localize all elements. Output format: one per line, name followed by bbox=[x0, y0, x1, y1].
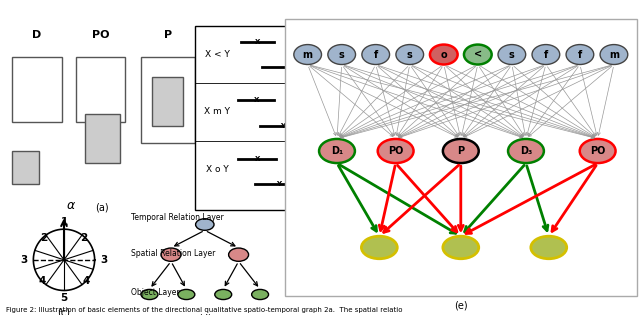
Text: X: X bbox=[417, 179, 422, 185]
Text: Temporal Relation Layer: Temporal Relation Layer bbox=[131, 213, 224, 222]
Text: 2: 2 bbox=[40, 233, 48, 243]
Text: (b): (b) bbox=[368, 229, 382, 239]
Text: X = Y: X = Y bbox=[343, 187, 368, 196]
Text: D: D bbox=[33, 30, 42, 40]
Text: m: m bbox=[303, 49, 313, 60]
Text: $\alpha$: $\alpha$ bbox=[67, 199, 77, 212]
Text: Spatial Relation Layer: Spatial Relation Layer bbox=[131, 249, 216, 258]
Text: Y: Y bbox=[415, 152, 420, 158]
Ellipse shape bbox=[228, 248, 248, 261]
Ellipse shape bbox=[215, 289, 232, 300]
Text: s: s bbox=[339, 49, 344, 60]
Text: f: f bbox=[578, 49, 582, 60]
Text: D₁: D₁ bbox=[331, 146, 343, 156]
Ellipse shape bbox=[532, 44, 560, 65]
Text: X: X bbox=[253, 97, 259, 103]
Text: (d): (d) bbox=[198, 314, 212, 315]
Bar bbox=[152, 77, 183, 126]
Text: PO: PO bbox=[388, 146, 403, 156]
Bar bbox=[12, 57, 62, 122]
Text: Y: Y bbox=[276, 180, 281, 187]
Ellipse shape bbox=[178, 289, 195, 300]
Ellipse shape bbox=[600, 44, 628, 65]
Ellipse shape bbox=[196, 219, 214, 230]
Text: f: f bbox=[374, 49, 378, 60]
Ellipse shape bbox=[362, 44, 390, 65]
Bar bbox=[85, 114, 120, 163]
Text: s: s bbox=[509, 49, 515, 60]
Text: X d Y: X d Y bbox=[344, 91, 367, 100]
Text: Object Layer: Object Layer bbox=[131, 288, 180, 297]
Ellipse shape bbox=[141, 289, 158, 300]
Ellipse shape bbox=[294, 44, 321, 65]
Text: m: m bbox=[609, 49, 619, 60]
Text: PO: PO bbox=[590, 146, 605, 156]
Text: X: X bbox=[435, 129, 440, 135]
Ellipse shape bbox=[580, 139, 616, 163]
Text: f: f bbox=[544, 49, 548, 60]
Text: Figure 2: Illustration of basic elements of the directional qualitative spatio-t: Figure 2: Illustration of basic elements… bbox=[6, 307, 403, 313]
Text: Y: Y bbox=[285, 64, 289, 70]
Ellipse shape bbox=[328, 44, 356, 65]
Text: Y: Y bbox=[417, 199, 422, 205]
Ellipse shape bbox=[566, 44, 594, 65]
Text: <: < bbox=[474, 49, 482, 60]
Ellipse shape bbox=[430, 44, 458, 65]
Text: X: X bbox=[417, 80, 423, 86]
Ellipse shape bbox=[396, 44, 424, 65]
Ellipse shape bbox=[161, 248, 181, 261]
Text: P: P bbox=[164, 30, 172, 40]
Text: P: P bbox=[457, 146, 465, 156]
Text: 2: 2 bbox=[80, 233, 88, 243]
Bar bbox=[141, 57, 195, 143]
Ellipse shape bbox=[464, 44, 492, 65]
Text: 3: 3 bbox=[20, 255, 28, 265]
Text: X: X bbox=[403, 31, 408, 37]
Text: X s Y: X s Y bbox=[344, 42, 366, 51]
Ellipse shape bbox=[252, 289, 269, 300]
Text: Y: Y bbox=[417, 54, 422, 60]
Text: X: X bbox=[255, 156, 260, 162]
Ellipse shape bbox=[443, 139, 479, 163]
Bar bbox=[12, 151, 39, 184]
Text: (e): (e) bbox=[454, 300, 468, 310]
Ellipse shape bbox=[319, 139, 355, 163]
Text: 4: 4 bbox=[38, 276, 45, 286]
Ellipse shape bbox=[508, 139, 544, 163]
Text: s: s bbox=[407, 49, 413, 60]
Text: X: X bbox=[255, 39, 260, 45]
Text: o: o bbox=[440, 49, 447, 60]
Text: 3: 3 bbox=[100, 255, 108, 265]
Bar bbox=[285, 19, 637, 296]
Text: 5: 5 bbox=[60, 293, 68, 303]
Text: Y: Y bbox=[415, 103, 420, 109]
Ellipse shape bbox=[443, 236, 479, 259]
Text: X m Y: X m Y bbox=[204, 107, 230, 117]
Text: 1: 1 bbox=[60, 217, 68, 227]
Text: (c): (c) bbox=[58, 307, 70, 315]
Text: X < Y: X < Y bbox=[205, 50, 230, 59]
Ellipse shape bbox=[498, 44, 525, 65]
Text: (a): (a) bbox=[95, 202, 109, 212]
Ellipse shape bbox=[362, 236, 397, 259]
Text: 4: 4 bbox=[83, 276, 90, 286]
Text: D₃: D₃ bbox=[520, 146, 532, 156]
Ellipse shape bbox=[531, 236, 566, 259]
Text: PO: PO bbox=[92, 30, 109, 40]
Text: X f Y: X f Y bbox=[345, 140, 365, 149]
Text: Y: Y bbox=[280, 123, 285, 129]
Bar bbox=[76, 57, 125, 122]
Text: X o Y: X o Y bbox=[206, 165, 228, 174]
Ellipse shape bbox=[378, 139, 413, 163]
